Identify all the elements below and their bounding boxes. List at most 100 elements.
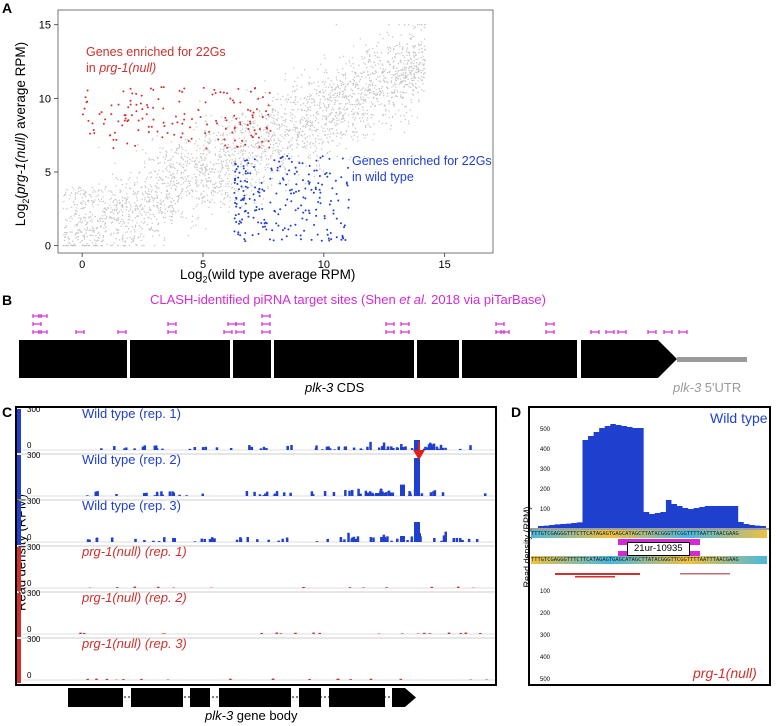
scatter-point-gray xyxy=(164,221,166,224)
coverage-bar xyxy=(161,494,164,496)
scatter-point-gray xyxy=(83,238,86,240)
scatter-point-gray xyxy=(76,203,79,206)
scatter-point-gray xyxy=(423,63,425,65)
scatter-point-red xyxy=(145,113,148,116)
scatter-point-blue xyxy=(308,164,311,167)
scatter-point-gray xyxy=(110,232,112,235)
scatter-point-gray xyxy=(391,92,393,94)
exon-6 xyxy=(462,340,577,378)
scatter-point-gray xyxy=(343,90,345,92)
scatter-point-gray xyxy=(368,88,370,90)
scatter-point-gray xyxy=(318,164,321,166)
scatter-point-gray xyxy=(311,129,313,132)
scatter-point-blue xyxy=(270,167,273,170)
scatter-point-gray xyxy=(186,160,189,162)
scatter-point-gray xyxy=(178,144,180,146)
coverage-bar xyxy=(265,448,268,450)
scatter-point-gray xyxy=(370,105,372,108)
scatter-point-gray xyxy=(126,225,128,227)
scatter-point-gray xyxy=(352,116,354,118)
scatter-point-gray xyxy=(71,206,73,209)
scatter-point-gray xyxy=(165,195,168,197)
scatter-point-gray xyxy=(123,244,126,247)
scatter-point-gray xyxy=(194,159,196,162)
scatter-point-gray xyxy=(180,173,182,175)
scatter-point-gray xyxy=(294,80,296,83)
coverage-bar xyxy=(271,678,275,680)
scatter-point-gray xyxy=(163,244,165,247)
scatter-point-red xyxy=(162,121,165,124)
scatter-point-gray xyxy=(145,178,148,180)
scatter-point-blue xyxy=(339,222,342,225)
scatter-point-gray xyxy=(116,201,119,204)
scatter-point-gray xyxy=(114,162,116,165)
peak-arrow-icon xyxy=(413,450,425,460)
scatter-point-gray xyxy=(391,73,393,76)
coverage-bar xyxy=(315,541,319,542)
scatter-point-gray xyxy=(295,95,297,98)
scatter-point-blue xyxy=(274,210,277,213)
scatter-point-gray xyxy=(347,95,350,97)
scatter-point-gray xyxy=(215,182,217,184)
wt-density-area xyxy=(538,424,766,528)
scatter-point-blue xyxy=(260,181,263,184)
scatter-point-blue xyxy=(301,179,304,182)
scatter-point-gray xyxy=(104,214,106,216)
scatter-point-gray xyxy=(207,143,210,145)
scatter-point-gray xyxy=(391,86,393,88)
scatter-point-red xyxy=(109,134,112,137)
scatter-point-blue xyxy=(244,179,247,182)
scatter-point-gray xyxy=(168,206,170,208)
scatter-point-blue xyxy=(284,183,287,186)
scatter-point-gray xyxy=(418,70,420,73)
coverage-bar xyxy=(235,539,239,542)
scatter-point-gray xyxy=(297,136,299,139)
scatter-point-gray xyxy=(109,216,111,218)
scatter-point-gray xyxy=(180,171,183,174)
scatter-point-gray xyxy=(151,189,153,191)
scatter-point-gray xyxy=(398,41,401,44)
scatter-point-gray xyxy=(77,187,80,189)
scatter-point-gray xyxy=(406,43,409,45)
scatter-point-gray xyxy=(342,133,345,135)
scatter-point-gray xyxy=(366,133,369,136)
scatter-point-gray xyxy=(350,136,353,138)
scatter-point-gray xyxy=(143,244,145,247)
coverage-bar xyxy=(347,532,350,542)
scatter-point-gray xyxy=(277,111,279,113)
scatter-point-gray xyxy=(102,235,105,237)
scatter-point-gray xyxy=(260,135,263,137)
scatter-point-gray xyxy=(297,155,300,157)
scatter-point-gray xyxy=(173,166,175,168)
coverage-bar xyxy=(265,491,269,496)
scatter-point-gray xyxy=(217,171,219,173)
coverage-bar xyxy=(457,586,460,588)
scatter-point-gray xyxy=(349,103,352,106)
scatter-point-gray xyxy=(405,105,408,108)
scatter-point-gray xyxy=(181,157,184,159)
scatter-point-gray xyxy=(304,182,307,185)
scatter-point-gray xyxy=(244,130,247,132)
scatter-point-gray xyxy=(392,67,395,69)
scatter-point-gray xyxy=(123,197,126,199)
scatter-point-gray xyxy=(344,77,347,79)
scatter-point-gray xyxy=(233,148,235,150)
scatter-frame xyxy=(57,9,494,254)
coverage-bar xyxy=(371,492,374,496)
scatter-point-gray xyxy=(186,162,188,165)
scatter-point-gray xyxy=(225,185,227,188)
scatter-point-gray xyxy=(200,179,203,181)
scatter-point-gray xyxy=(105,208,107,210)
scatter-point-gray xyxy=(296,126,298,129)
coverage-peak xyxy=(414,458,420,496)
coverage-bar xyxy=(210,537,214,542)
scatter-point-blue xyxy=(329,231,332,234)
coverage-bar xyxy=(326,538,329,542)
coverage-bar xyxy=(123,448,126,450)
scatter-point-gray xyxy=(104,207,106,209)
scatter-point-gray xyxy=(170,216,173,218)
coverage-bar xyxy=(379,488,383,496)
scatter-point-gray xyxy=(411,61,413,63)
scatter-point-gray xyxy=(175,189,177,191)
scatter-point-gray xyxy=(309,106,311,108)
